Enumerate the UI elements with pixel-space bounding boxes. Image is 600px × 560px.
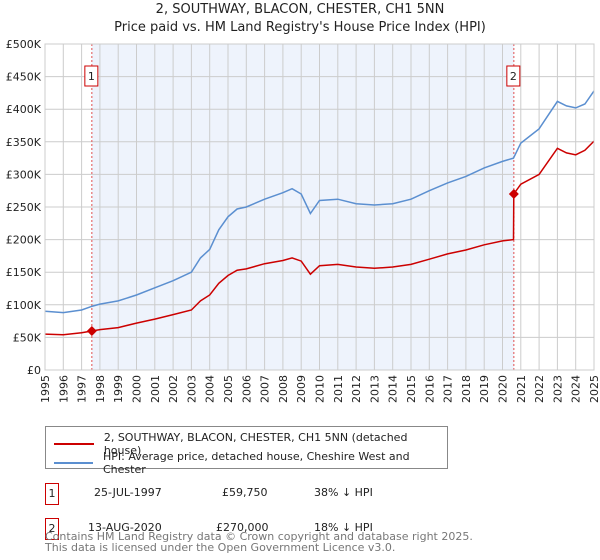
x-tick-label: 2003 [185,375,198,403]
x-tick-label: 2002 [167,375,180,403]
transaction-date: 13-AUG-2020 [88,521,162,534]
x-tick-label: 2000 [131,375,144,403]
transaction-marker: 2 [45,518,59,540]
x-tick-label: 2014 [387,375,400,403]
legend: 2, SOUTHWAY, BLACON, CHESTER, CH1 5NN (d… [45,426,448,476]
x-tick-label: 2023 [551,375,564,403]
x-tick-label: 2008 [277,375,290,403]
footer: Contains HM Land Registry data © Crown c… [45,531,473,553]
transaction-price: £59,750 [222,486,268,499]
x-tick-label: 1998 [94,375,107,403]
legend-label: HPI: Average price, detached house, Ches… [103,450,410,476]
legend-item-hpi: HPI: Average price, detached house, Ches… [54,450,447,476]
x-tick-label: 2021 [515,375,528,403]
x-tick-label: 2016 [423,375,436,403]
y-tick-label: £50K [13,331,42,344]
x-tick-label: 2019 [478,375,491,403]
footer-line: This data is licensed under the Open Gov… [45,541,396,554]
x-tick-label: 2005 [222,375,235,403]
x-tick-label: 1999 [112,375,125,403]
x-tick-label: 1996 [57,375,70,403]
sale-marker [86,326,97,337]
x-tick-label: 2012 [350,375,363,403]
x-tick-label: 2009 [295,375,308,403]
transaction-price: £270,000 [216,521,269,534]
y-tick-label: £300K [6,168,42,181]
x-tick-label: 2017 [442,375,455,403]
y-tick-label: £150K [6,266,42,279]
annotation-label: 1 [88,70,95,83]
x-tick-label: 2001 [149,375,162,403]
transaction-hpi: 18% ↓ HPI [314,521,373,534]
x-tick-label: 2020 [497,375,510,403]
x-tick-label: 2022 [533,375,546,403]
transaction-marker: 1 [45,483,59,505]
transaction-date: 25-JUL-1997 [94,486,162,499]
x-tick-label: 2007 [259,375,272,403]
y-tick-label: £100K [6,299,42,312]
x-tick-label: 2013 [368,375,381,403]
y-tick-label: £0 [27,364,41,377]
chart-title: 2, SOUTHWAY, BLACON, CHESTER, CH1 5NN [155,2,445,17]
annotation-box [506,65,521,87]
x-tick-label: 2010 [314,375,327,403]
transaction-hpi: 38% ↓ HPI [314,486,373,499]
x-tick-label: 2024 [570,375,583,403]
annotation-box [84,65,99,87]
y-tick-label: £400K [6,103,42,116]
x-tick-label: 2004 [204,375,217,403]
y-tick-label: £200K [6,234,42,247]
x-tick-label: 2011 [332,375,345,403]
legend-swatch-blue [54,462,93,464]
legend-swatch-red [54,443,94,445]
footer-line: Contains HM Land Registry data © Crown c… [45,530,473,543]
x-tick-label: 1995 [39,375,52,403]
annotation-label: 2 [510,70,517,83]
x-tick-label: 2006 [240,375,253,403]
y-tick-label: £450K [6,71,42,84]
sale-marker [508,188,519,199]
x-tick-label: 1997 [76,375,89,403]
legend-item-property: 2, SOUTHWAY, BLACON, CHESTER, CH1 5NN (d… [54,431,447,457]
legend-label: 2, SOUTHWAY, BLACON, CHESTER, CH1 5NN (d… [103,431,408,457]
y-tick-label: £250K [6,201,42,214]
chart-subtitle: Price paid vs. HM Land Registry's House … [114,20,486,35]
price-chart: 1995 1996 1997 1998 1999 2000 2001 2002 2003 2004… [6,38,600,403]
x-tick-label: 2025 [588,375,600,403]
y-tick-label: £500K [6,38,42,51]
series-line [44,90,595,314]
x-tick-label: 2018 [460,375,473,403]
series-line [44,140,595,336]
plot-frame [44,43,595,371]
x-tick-label: 2015 [405,375,418,403]
y-tick-label: £350K [6,136,42,149]
